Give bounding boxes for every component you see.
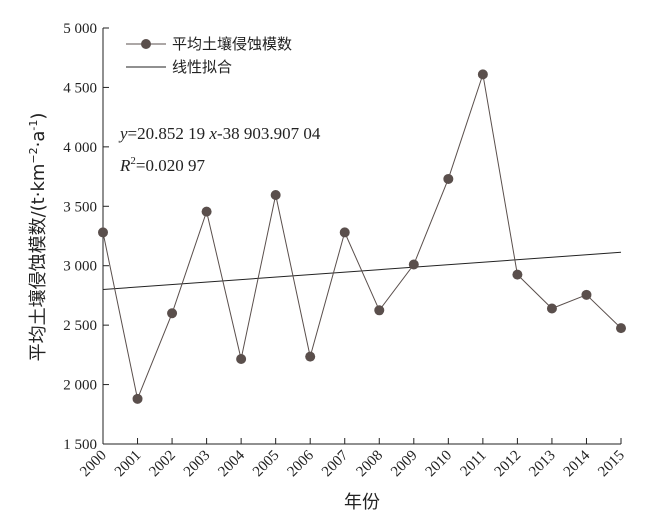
data-point xyxy=(616,323,626,334)
x-tick-label: 2007 xyxy=(319,447,352,480)
x-tick-label: 2004 xyxy=(215,447,248,480)
axes xyxy=(102,28,621,445)
legend: 平均土壤侵蚀模数 线性拟合 xyxy=(126,35,292,76)
x-tick-label: 2006 xyxy=(285,447,318,480)
x-tick-label: 2009 xyxy=(388,448,421,481)
series-group xyxy=(98,69,626,404)
data-point xyxy=(305,351,316,362)
eq-x: x xyxy=(208,124,217,143)
y-axis-title-exp2: -1 xyxy=(27,120,40,131)
legend-label-series: 平均土壤侵蚀模数 xyxy=(172,35,292,53)
data-point xyxy=(374,305,385,316)
x-tick-label: 2011 xyxy=(458,448,490,480)
data-point xyxy=(167,308,178,319)
y-tick-label: 2 000 xyxy=(63,378,97,394)
data-point xyxy=(132,393,143,404)
eq-mid: =20.852 19 xyxy=(128,124,210,143)
data-point xyxy=(477,69,488,80)
data-point xyxy=(339,227,350,238)
eq-r: R xyxy=(119,156,131,175)
x-tick-label: 2002 xyxy=(146,448,179,481)
x-tick-label: 2010 xyxy=(423,448,456,481)
eq-r-exp: 2 xyxy=(130,155,136,167)
y-axis-title-exp1: −2 xyxy=(27,147,40,163)
y-axis-title-main: 平均土壤侵蚀模数/(t·km xyxy=(28,164,49,362)
x-axis-title: 年份 xyxy=(344,492,380,513)
r-squared: R2=0.020 97 xyxy=(119,155,205,175)
x-tick-label: 2014 xyxy=(561,447,594,480)
y-tick-label: 5 000 xyxy=(63,21,97,37)
y-tick-label: 4 000 xyxy=(63,140,97,156)
y-tick-label: 2 500 xyxy=(63,318,97,334)
eq-r-end: =0.020 97 xyxy=(136,156,206,175)
data-point xyxy=(236,354,247,365)
x-tick-label: 2013 xyxy=(526,448,559,481)
data-point xyxy=(546,303,557,314)
y-tick-label: 3 000 xyxy=(63,259,97,275)
x-tick-label: 2015 xyxy=(595,448,628,481)
y-axis-title: 平均土壤侵蚀模数/(t·km−2·a-1) xyxy=(27,113,49,362)
data-point xyxy=(581,289,592,300)
y-axis-title-mid: ·a xyxy=(28,131,49,148)
y-tick-label: 1 500 xyxy=(63,437,97,453)
x-tick-label: 2005 xyxy=(250,448,283,481)
x-tick-label: 2003 xyxy=(181,448,214,481)
eq-y: y xyxy=(118,124,128,143)
equation-line: y=20.852 19 x-38 903.907 04 xyxy=(118,124,321,143)
legend-marker-dot xyxy=(141,39,151,49)
data-point xyxy=(270,189,281,200)
y-tick-label: 3 500 xyxy=(63,199,97,215)
x-tick-label: 2008 xyxy=(354,448,387,481)
legend-label-fit: 线性拟合 xyxy=(172,58,232,76)
regression-equation: y=20.852 19 x-38 903.907 04 R2=0.020 97 xyxy=(118,124,321,175)
eq-end: -38 903.907 04 xyxy=(217,124,321,143)
y-axis-title-end: ) xyxy=(28,113,49,120)
y-ticks: 1 500 2 000 2 500 3 000 3 500 4 000 4 500 5 000 xyxy=(63,21,109,453)
x-tick-label: 2012 xyxy=(492,448,525,481)
data-point xyxy=(408,259,419,270)
data-point xyxy=(443,173,454,184)
data-point xyxy=(201,206,212,217)
data-point xyxy=(512,269,523,280)
data-point xyxy=(98,227,108,238)
y-tick-label: 4 500 xyxy=(63,80,97,96)
x-tick-label: 2001 xyxy=(112,448,145,481)
series-line xyxy=(102,74,622,401)
